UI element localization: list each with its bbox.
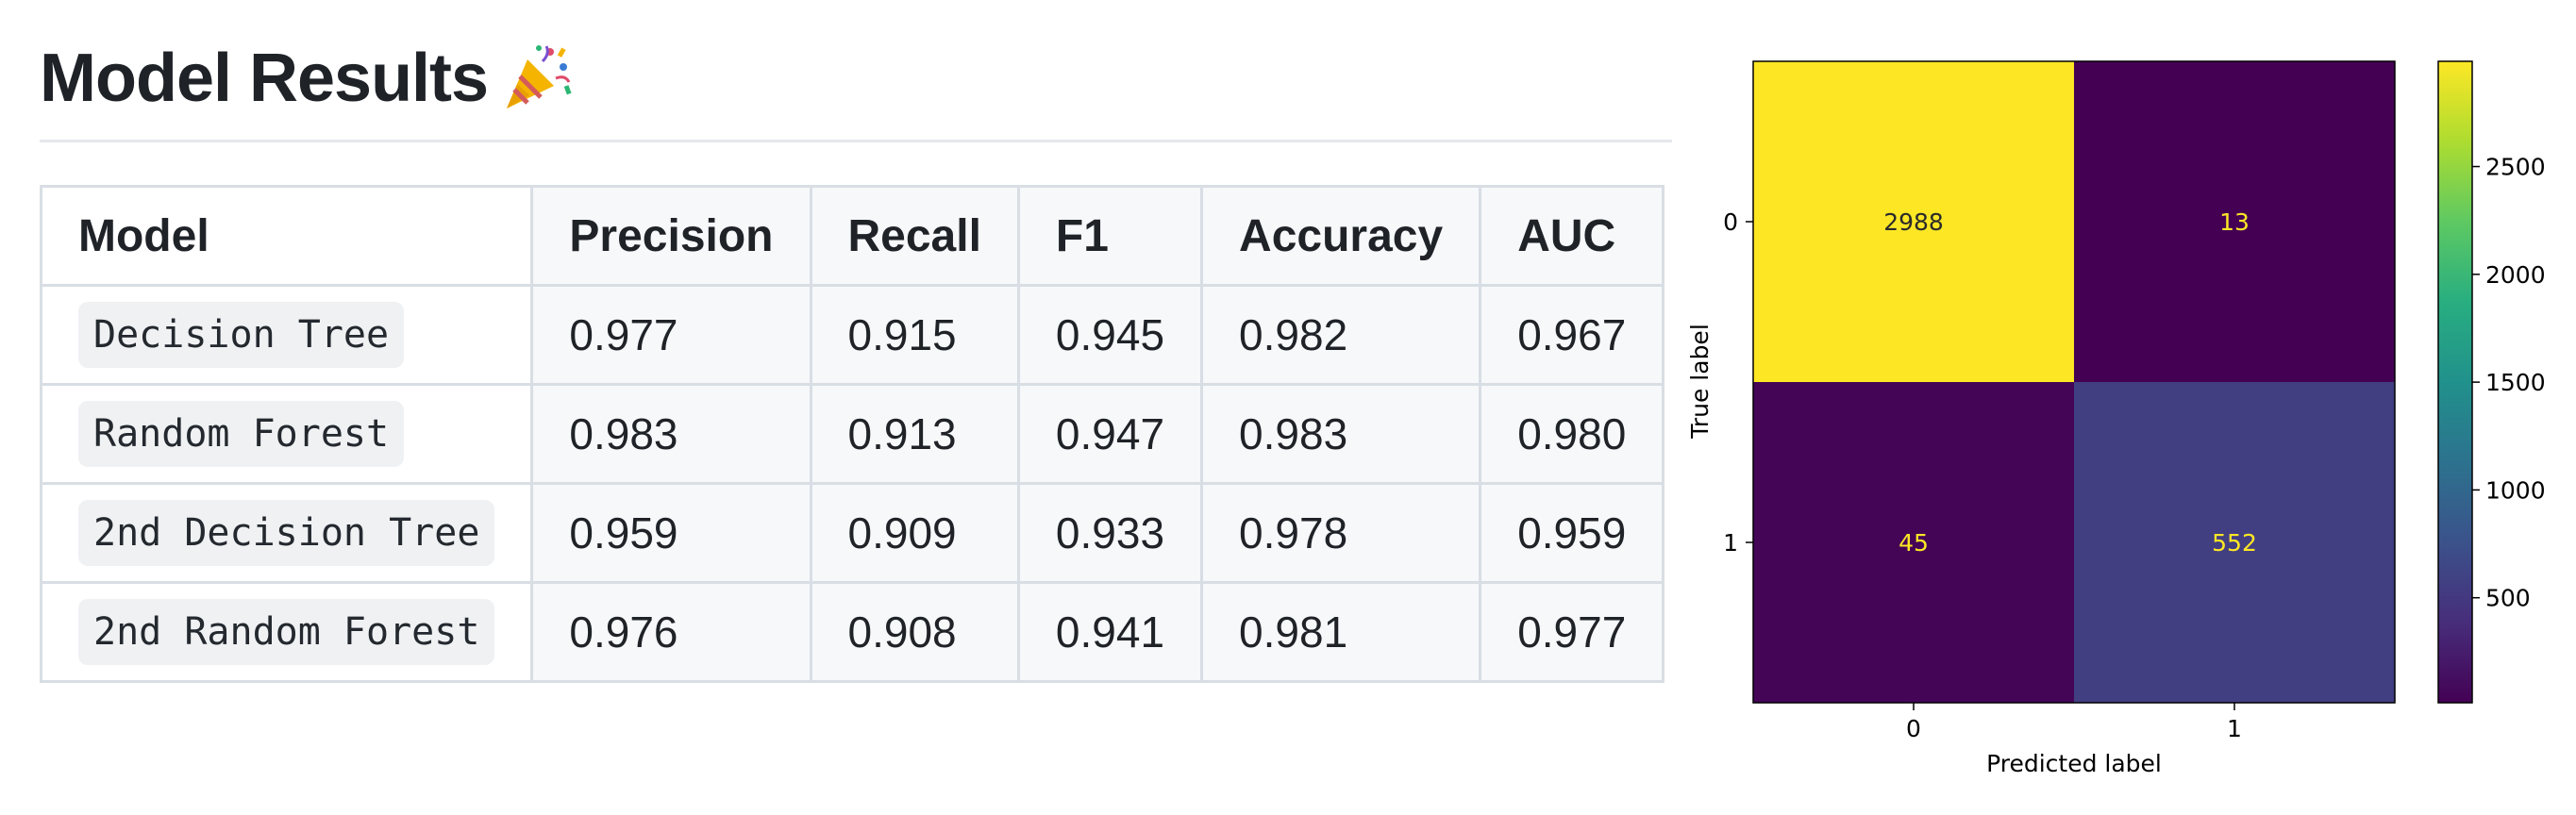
page-title: Model Results bbox=[40, 41, 489, 116]
plot-frame bbox=[1752, 60, 2396, 704]
colorbar-tick-label: 1000 bbox=[2485, 476, 2546, 504]
header-recall: Recall bbox=[809, 185, 1020, 287]
party-popper-icon bbox=[501, 41, 573, 117]
x-tick-label: 0 bbox=[1906, 715, 1921, 742]
header-model: Model bbox=[39, 185, 534, 287]
confusion-matrix-chart: 2988 13 45 552 0 1 0 1 Predicted label True l… bbox=[1686, 60, 2546, 777]
y-tick-label: 1 bbox=[1723, 529, 1738, 557]
table-row: Decision Tree 0.977 0.915 0.945 0.982 0.… bbox=[39, 284, 1665, 386]
matrix-cell bbox=[2074, 382, 2395, 703]
results-table: Model Precision Recall F1 Accuracy AUC D… bbox=[39, 185, 1665, 683]
accuracy-cell: 0.983 bbox=[1200, 383, 1482, 485]
accuracy-cell: 0.978 bbox=[1200, 482, 1482, 584]
colorbar-tick-label: 1500 bbox=[2485, 369, 2546, 396]
y-tick-label: 0 bbox=[1723, 208, 1738, 236]
precision-cell: 0.983 bbox=[530, 383, 812, 485]
cell-value-label: 13 bbox=[2219, 208, 2250, 236]
title-divider bbox=[40, 140, 1672, 142]
precision-cell: 0.977 bbox=[530, 284, 812, 386]
model-cell: 2nd Random Forest bbox=[39, 581, 534, 683]
colorbar-tick-label: 2500 bbox=[2485, 154, 2546, 181]
recall-cell: 0.908 bbox=[809, 581, 1020, 683]
f1-cell: 0.933 bbox=[1016, 482, 1204, 584]
page-header: Model Results bbox=[40, 28, 1672, 128]
precision-cell: 0.976 bbox=[530, 581, 812, 683]
auc-cell: 0.967 bbox=[1479, 284, 1665, 386]
precision-cell: 0.959 bbox=[530, 482, 812, 584]
table-header-row: Model Precision Recall F1 Accuracy AUC bbox=[39, 185, 1665, 287]
matrix-cell bbox=[2074, 61, 2395, 382]
cell-value-label: 45 bbox=[1899, 529, 1929, 557]
auc-cell: 0.977 bbox=[1479, 581, 1665, 683]
model-cell: 2nd Decision Tree bbox=[39, 482, 534, 584]
colorbar bbox=[2437, 60, 2473, 704]
colorbar-tick-label: 2000 bbox=[2485, 261, 2546, 289]
model-name: Decision Tree bbox=[78, 302, 405, 368]
model-name: 2nd Decision Tree bbox=[78, 500, 495, 566]
accuracy-cell: 0.981 bbox=[1200, 581, 1482, 683]
table-row: 2nd Random Forest 0.976 0.908 0.941 0.98… bbox=[39, 581, 1665, 683]
model-cell: Decision Tree bbox=[39, 284, 534, 386]
header-accuracy: Accuracy bbox=[1200, 185, 1482, 287]
auc-cell: 0.980 bbox=[1479, 383, 1665, 485]
x-axis-label: Predicted label bbox=[1986, 750, 2162, 777]
model-name: Random Forest bbox=[78, 401, 405, 467]
model-name: 2nd Random Forest bbox=[78, 599, 495, 665]
recall-cell: 0.913 bbox=[809, 383, 1020, 485]
header-precision: Precision bbox=[530, 185, 812, 287]
y-axis-label: True label bbox=[1686, 324, 1714, 440]
header-f1: F1 bbox=[1016, 185, 1204, 287]
matrix-cell bbox=[1753, 382, 2074, 703]
table-row: 2nd Decision Tree 0.959 0.909 0.933 0.97… bbox=[39, 482, 1665, 584]
f1-cell: 0.947 bbox=[1016, 383, 1204, 485]
cell-value-label: 2988 bbox=[1883, 208, 1944, 236]
f1-cell: 0.941 bbox=[1016, 581, 1204, 683]
recall-cell: 0.909 bbox=[809, 482, 1020, 584]
header-auc: AUC bbox=[1479, 185, 1665, 287]
x-tick-label: 1 bbox=[2227, 715, 2242, 742]
model-cell: Random Forest bbox=[39, 383, 534, 485]
accuracy-cell: 0.982 bbox=[1200, 284, 1482, 386]
recall-cell: 0.915 bbox=[809, 284, 1020, 386]
auc-cell: 0.959 bbox=[1479, 482, 1665, 584]
colorbar-tick-label: 500 bbox=[2485, 585, 2531, 612]
cell-value-label: 552 bbox=[2212, 529, 2257, 557]
results-panel: Model Results Model Precision R bbox=[39, 28, 1672, 683]
matrix-cell bbox=[1753, 61, 2074, 382]
f1-cell: 0.945 bbox=[1016, 284, 1204, 386]
table-row: Random Forest 0.983 0.913 0.947 0.983 0.… bbox=[39, 383, 1665, 485]
